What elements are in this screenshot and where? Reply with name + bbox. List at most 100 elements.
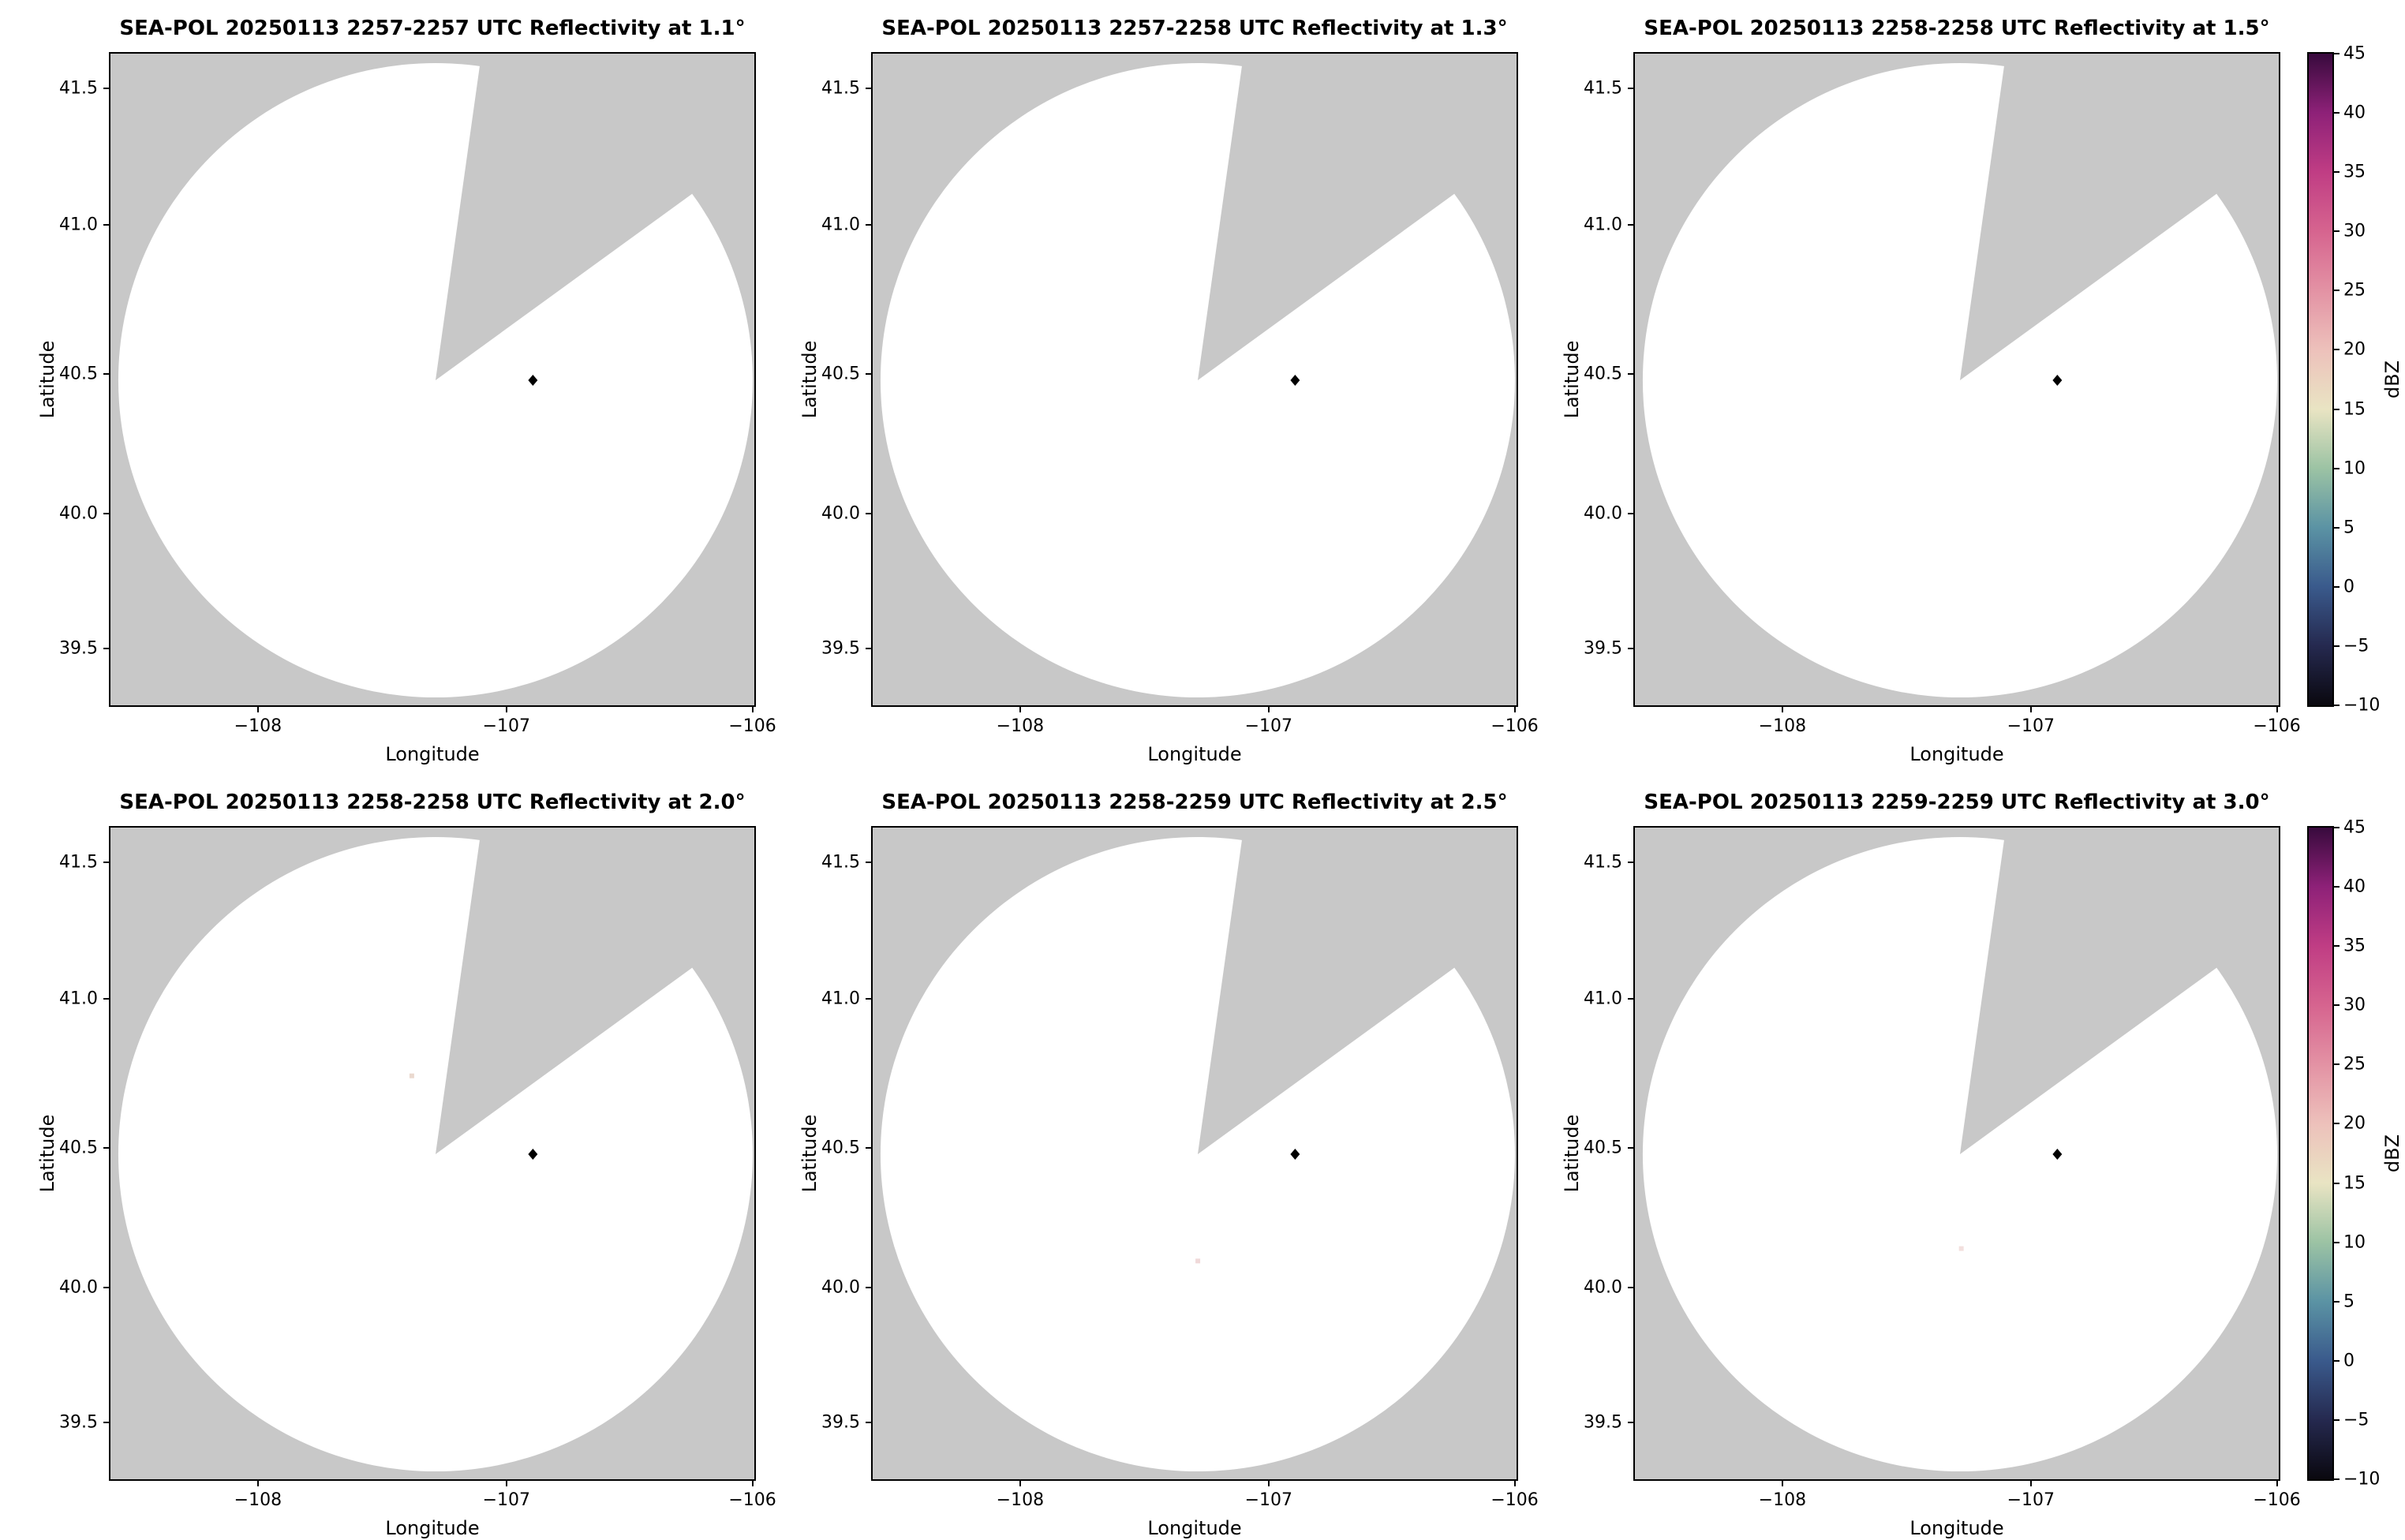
x-tick-mark: [505, 705, 507, 712]
y-tick-mark: [103, 373, 110, 376]
y-tick-mark: [866, 224, 873, 226]
colorbar-label: dBZ: [2381, 360, 2403, 399]
y-tick-mark: [1628, 513, 1635, 515]
y-tick-mark: [866, 87, 873, 89]
colorbar-tick-label: 10: [2343, 1232, 2366, 1253]
plot-area: Latitude −108 −107 −106 41.5 41.0 40.5 40.0 39.…: [799, 826, 1539, 1510]
y-tick-label: 40.5: [1584, 1138, 1622, 1158]
panel-title: SEA-POL 20250113 2259-2259 UTC Reflectiv…: [1644, 791, 2270, 814]
colorbar-tick-label: 45: [2343, 43, 2366, 64]
x-tick-label: −106: [728, 1490, 776, 1510]
y-tick-mark: [1628, 1422, 1635, 1424]
x-tick-label: −107: [2007, 716, 2055, 736]
x-tick-mark: [1019, 1479, 1021, 1486]
colorbar-tick-label: 5: [2343, 518, 2355, 538]
colorbar-tick-label: 20: [2343, 339, 2366, 360]
colorbar-tick-mark: [2332, 467, 2340, 469]
radar-ppi-plot: [1635, 54, 2279, 705]
colorbar-tick-label: 35: [2343, 162, 2366, 182]
y-tick-label: 41.5: [821, 78, 860, 99]
panel-title: SEA-POL 20250113 2258-2259 UTC Reflectiv…: [881, 791, 1508, 814]
y-axis-label: Latitude: [799, 1114, 821, 1193]
y-tick-label: 40.5: [821, 1138, 860, 1158]
y-tick-mark: [866, 861, 873, 863]
y-tick-mark: [103, 1147, 110, 1149]
y-tick-label: 40.0: [821, 503, 860, 524]
y-tick-mark: [1628, 224, 1635, 226]
x-tick-mark: [2029, 705, 2032, 712]
colorbar-tick-label: −5: [2343, 1410, 2369, 1430]
y-tick-label: 40.0: [59, 503, 98, 524]
y-tick-label: 41.5: [59, 78, 98, 99]
x-tick-mark: [751, 1479, 754, 1486]
y-axis-label: Latitude: [1561, 1114, 1583, 1193]
x-tick-mark: [1781, 705, 1783, 712]
colorbar: 45 40 35 30 25 20 15 10 5 0 −5 −10: [2307, 818, 2380, 1490]
x-tick-label: −108: [1758, 716, 1807, 736]
colorbar-tick-label: −10: [2343, 1469, 2381, 1490]
plot-area: Latitude −108 −107 −106 41.5 41.0 40.5 40.0 39.…: [1561, 826, 2301, 1510]
radar-panel-6: SEA-POL 20250113 2259-2259 UTC Reflectiv…: [1556, 779, 2301, 1540]
blocked-sector-wedge: [1959, 828, 2279, 1154]
x-tick-label: −107: [1244, 716, 1293, 736]
x-tick-mark: [2029, 1479, 2032, 1486]
colorbar-tick-mark: [2332, 112, 2340, 114]
x-tick-mark: [1267, 1479, 1270, 1486]
x-axis-label: Longitude: [1909, 743, 2004, 765]
x-tick-mark: [2276, 1479, 2278, 1486]
y-tick-mark: [1628, 1287, 1635, 1289]
radar-site-marker-icon: [1290, 1149, 1300, 1160]
colorbar-block: 45 40 35 30 25 20 15 10 5 0 −5 −10 dBZ: [2307, 44, 2405, 716]
y-tick-label: 40.5: [1584, 364, 1622, 384]
x-tick-label: −108: [234, 716, 282, 736]
radar-panel-1: SEA-POL 20250113 2257-2257 UTC Reflectiv…: [32, 5, 776, 766]
y-tick-mark: [103, 224, 110, 226]
y-tick-mark: [1628, 87, 1635, 89]
x-tick-mark: [1019, 705, 1021, 712]
blocked-sector-wedge: [1959, 54, 2279, 380]
colorbar-tick-mark: [2332, 1241, 2340, 1243]
y-tick-mark: [866, 373, 873, 376]
x-axis-label: Longitude: [385, 743, 480, 765]
radar-site-marker-icon: [2052, 375, 2063, 386]
colorbar-tick-mark: [2332, 349, 2340, 351]
x-tick-mark: [505, 1479, 507, 1486]
y-tick-label: 40.0: [1584, 1277, 1622, 1298]
panel-title: SEA-POL 20250113 2258-2258 UTC Reflectiv…: [1644, 17, 2270, 40]
y-tick-label: 40.0: [821, 1277, 860, 1298]
blocked-sector-wedge: [1197, 54, 1517, 380]
colorbar-tick-mark: [2332, 408, 2340, 410]
y-tick-label: 39.5: [1584, 638, 1622, 659]
colorbar-tick-label: 25: [2343, 280, 2366, 301]
colorbar-tick-label: 15: [2343, 399, 2366, 420]
y-tick-mark: [1628, 861, 1635, 863]
colorbar-tick-label: 35: [2343, 936, 2366, 956]
x-tick-mark: [2276, 705, 2278, 712]
colorbar-tick-mark: [2332, 705, 2340, 706]
x-tick-label: −106: [1491, 716, 1539, 736]
y-tick-label: 41.0: [821, 215, 860, 235]
colorbar-tick-mark: [2332, 1300, 2340, 1303]
y-tick-label: 41.5: [1584, 78, 1622, 99]
y-tick-label: 40.0: [59, 1277, 98, 1298]
blocked-sector-wedge: [435, 54, 754, 380]
radar-ppi-plot: [1635, 828, 2279, 1479]
y-tick-mark: [866, 513, 873, 515]
x-axis-label: Longitude: [1147, 743, 1242, 765]
colorbar-tick-mark: [2332, 585, 2340, 588]
y-tick-label: 41.0: [1584, 215, 1622, 235]
y-tick-label: 41.0: [1584, 989, 1622, 1009]
radar-site-marker-icon: [2052, 1149, 2063, 1160]
x-tick-mark: [1267, 705, 1270, 712]
x-tick-label: −107: [482, 716, 531, 736]
radar-panel-3: SEA-POL 20250113 2258-2258 UTC Reflectiv…: [1556, 5, 2301, 766]
y-tick-label: 41.5: [1584, 852, 1622, 873]
y-tick-mark: [103, 998, 110, 1000]
y-tick-mark: [1628, 373, 1635, 376]
plot-area: Latitude −108 −107 −106 41.5 41.0 40.5 40.0 39.…: [36, 52, 776, 736]
y-axis-label: Latitude: [36, 1114, 58, 1193]
y-tick-mark: [103, 861, 110, 863]
colorbar-tick-mark: [2332, 1063, 2340, 1066]
x-axis-label: Longitude: [1909, 1517, 2004, 1539]
panel-row-1: SEA-POL 20250113 2257-2257 UTC Reflectiv…: [32, 5, 2405, 766]
